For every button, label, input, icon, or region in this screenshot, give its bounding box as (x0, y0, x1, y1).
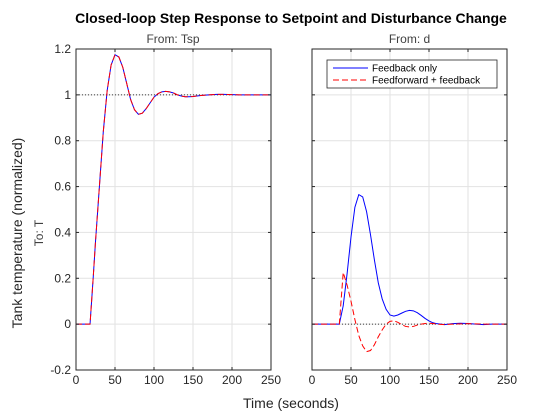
x-axis-label: Time (seconds) (243, 395, 339, 411)
y-tick-label: -0.2 (50, 363, 71, 377)
x-tick-label: 200 (458, 373, 478, 387)
panel-from-tsp: From: Tsp 0 50 100 150 200 250 -0.200.20.40.6… (50, 32, 281, 387)
series-group-left (76, 53, 271, 325)
y-axis-label: Tank temperature (normalized) (9, 138, 25, 329)
series-line-feedforward-feedback (76, 53, 271, 325)
y-ticks-left: -0.2 0 0.2 0.4 0.6 0.8 1 1.2 (50, 42, 271, 377)
x-tick-label: 100 (380, 373, 400, 387)
chart-title: Closed-loop Step Response to Setpoint an… (75, 10, 507, 26)
y-tick-label: 0.8 (54, 134, 71, 148)
x-tick-label: 200 (222, 373, 242, 387)
x-tick-label: 50 (108, 373, 122, 387)
x-ticks-left: 0 50 100 150 200 250 (73, 49, 281, 387)
panel-subtitle-tsp: From: Tsp (146, 32, 199, 46)
panel-from-d: From: d 0 50 100 150 200 250 (309, 32, 518, 387)
panel-subtitle-d: From: d (389, 32, 430, 46)
y-ticks-right (312, 48, 507, 371)
x-tick-label: 100 (144, 373, 164, 387)
series-line-feedforward-feedback (312, 272, 507, 353)
legend-box (326, 59, 498, 89)
x-tick-label: 250 (261, 373, 281, 387)
axes-box-left (75, 48, 272, 371)
y-tick-label: 0.2 (54, 271, 71, 285)
x-tick-label: 0 (73, 373, 80, 387)
axes-box-right (311, 48, 508, 371)
output-label: To: T (32, 219, 46, 246)
x-tick-label: 250 (497, 373, 517, 387)
legend-entry-feedback-only: Feedback only (372, 64, 437, 75)
legend-entry-feedforward-feedback: Feedforward + feedback (372, 76, 481, 87)
series-line-feedback-only (312, 193, 507, 326)
y-tick-label: 1.2 (54, 42, 71, 56)
y-tick-label: 1 (64, 88, 71, 102)
x-tick-label: 150 (183, 373, 203, 387)
x-ticks-right: 0 50 100 150 200 250 (309, 49, 517, 387)
x-tick-label: 50 (344, 373, 358, 387)
x-tick-label: 0 (309, 373, 316, 387)
y-tick-label: 0.6 (54, 180, 71, 194)
y-tick-label: 0 (64, 317, 71, 331)
legend: Feedback only Feedforward + feedback (326, 59, 498, 89)
x-tick-label: 150 (419, 373, 439, 387)
y-tick-label: 0.4 (54, 225, 71, 239)
series-group-right (312, 193, 507, 353)
